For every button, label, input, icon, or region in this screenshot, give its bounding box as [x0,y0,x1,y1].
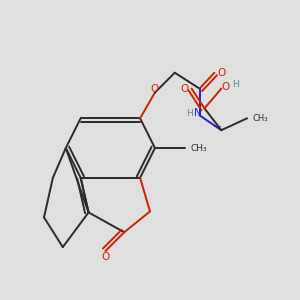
Text: O: O [101,252,110,262]
Text: O: O [181,84,189,94]
Text: CH₃: CH₃ [252,114,268,123]
Text: ···: ··· [213,122,222,132]
Text: O: O [217,68,226,78]
Text: H: H [186,109,193,118]
Text: CH₃: CH₃ [190,143,207,152]
Text: O: O [221,82,230,92]
Text: O: O [151,84,159,94]
Text: N: N [194,108,201,118]
Text: H: H [232,80,238,89]
